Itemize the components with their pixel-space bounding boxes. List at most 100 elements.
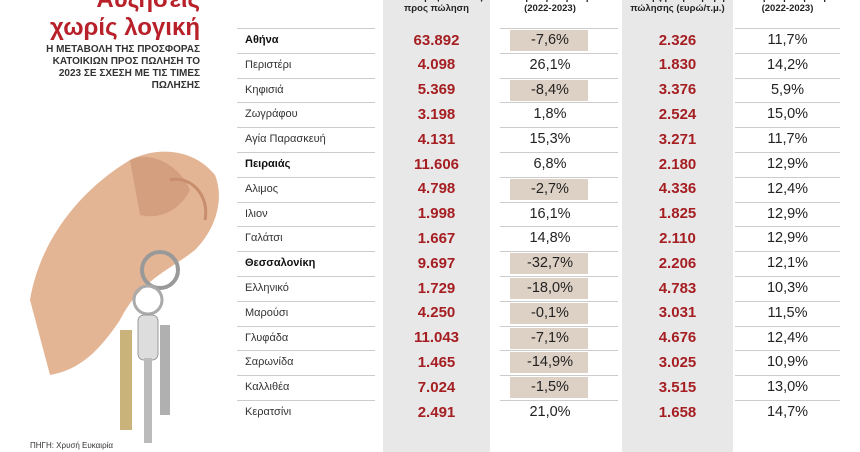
value-cell: 11,7% [767,32,808,48]
region-name: Γλυφάδα [245,331,289,344]
row-separator [735,226,840,228]
value-cell: 4.336 [658,180,697,198]
row-separator [237,325,375,327]
value-cell: -32,7% [527,255,573,272]
row-separator [735,375,840,377]
value-cell: 63.892 [413,31,460,49]
hand-keys-illustration [30,151,219,443]
row-separator [500,400,618,401]
value-cell: 12,9% [766,205,809,222]
value-cell: 3.198 [417,105,456,123]
value-cell: 6,8% [533,156,567,172]
value-cell: -7,6% [531,32,569,48]
value-cell: 3.515 [658,378,697,396]
row-separator [500,176,618,178]
region-name: Ζωγράφου [245,108,298,121]
column-header: Ετήσια μεταβολή (2022-2023) [512,0,589,14]
negative-highlight [510,253,588,275]
region-name: Κερατσίνι [245,406,292,418]
negative-highlight [510,30,588,51]
value-cell: -0,1% [531,304,569,321]
row-separator [735,127,840,129]
column-header: Διαθέσιμες κατοικίες προς πώληση [390,0,482,14]
value-cell: 21,0% [529,404,571,420]
value-cell: 4.783 [658,279,697,297]
row-separator [237,102,375,104]
row-separator [500,102,618,104]
value-cell: 26,1% [529,56,571,73]
value-cell: -8,4% [531,81,569,98]
value-cell: 15,0% [766,106,809,123]
value-cell: 2.491 [417,403,456,421]
value-cell: 11.606 [413,155,460,173]
row-separator [735,276,840,277]
row-separator [500,350,618,352]
value-cell: 16,1% [529,205,571,222]
value-cell: 1.658 [658,403,697,421]
negative-highlight [510,377,588,399]
value-cell: 12,9% [766,156,809,172]
row-separator [237,77,375,79]
region-name: Πειραιάς [245,158,291,170]
row-separator [735,77,840,79]
row-separator [500,226,618,228]
source: ΠΗΓΗ: Χρυσή Ευκαιρία [30,441,114,450]
row-separator [237,201,375,203]
value-cell: 5.369 [417,81,456,99]
value-cell: 15,3% [529,131,571,148]
row-separator [237,52,375,54]
row-separator [237,176,375,178]
value-cell: -1,5% [531,379,569,396]
value-cell: 3.376 [658,81,697,99]
row-separator [237,152,375,153]
value-cell: 12,9% [766,230,809,247]
negative-highlight [510,327,588,349]
region-name: Περιστέρι [245,58,292,71]
row-separator [500,251,618,253]
title: Αυξήσειςχωρίς λογική [50,0,200,42]
row-separator [237,226,375,228]
value-cell: -18,0% [527,280,573,296]
negative-highlight [510,302,588,324]
value-cell: 9.697 [417,254,456,272]
row-separator [237,300,375,302]
value-cell: 4.250 [417,304,456,322]
row-separator [237,127,375,129]
value-cell: 1.998 [417,205,456,223]
value-cell: 12,4% [766,329,809,346]
row-separator [735,152,840,153]
value-cell: 13,0% [766,379,809,396]
region-name: Μαρούσι [245,306,289,319]
row-separator [735,300,840,302]
region-name: Αγία Παρασκευή [245,133,326,146]
value-cell: -7,1% [531,329,569,346]
value-cell: 2.524 [658,105,697,123]
value-cell: 2.206 [658,254,697,272]
value-cell: 4.676 [658,329,697,347]
row-separator [500,276,618,277]
value-cell: 1.729 [417,279,456,297]
value-cell: 2.180 [658,155,697,173]
row-separator [500,201,618,203]
row-separator [735,201,840,203]
column-shade [383,0,490,452]
negative-highlight [510,278,588,299]
value-cell: 4.798 [417,180,456,198]
value-cell: 2.326 [658,31,697,49]
value-cell: 4.131 [417,130,456,148]
region-name: Θεσσαλονίκη [245,257,316,270]
region-name: Σαρωνίδα [245,356,294,369]
value-cell: 1.830 [658,56,697,74]
region-name: Καλλιθέα [245,381,290,394]
value-cell: 2.110 [659,229,696,247]
title-line: χωρίς λογική [49,14,200,41]
row-separator [237,28,375,29]
region-name: Γαλάτσι [245,232,283,245]
row-separator [735,52,840,54]
negative-highlight [510,178,588,200]
row-separator [500,52,618,54]
column-header: Ετήσια μεταβολή (2022-2023) [749,0,826,14]
row-separator [500,325,618,327]
column-shade [622,0,733,452]
